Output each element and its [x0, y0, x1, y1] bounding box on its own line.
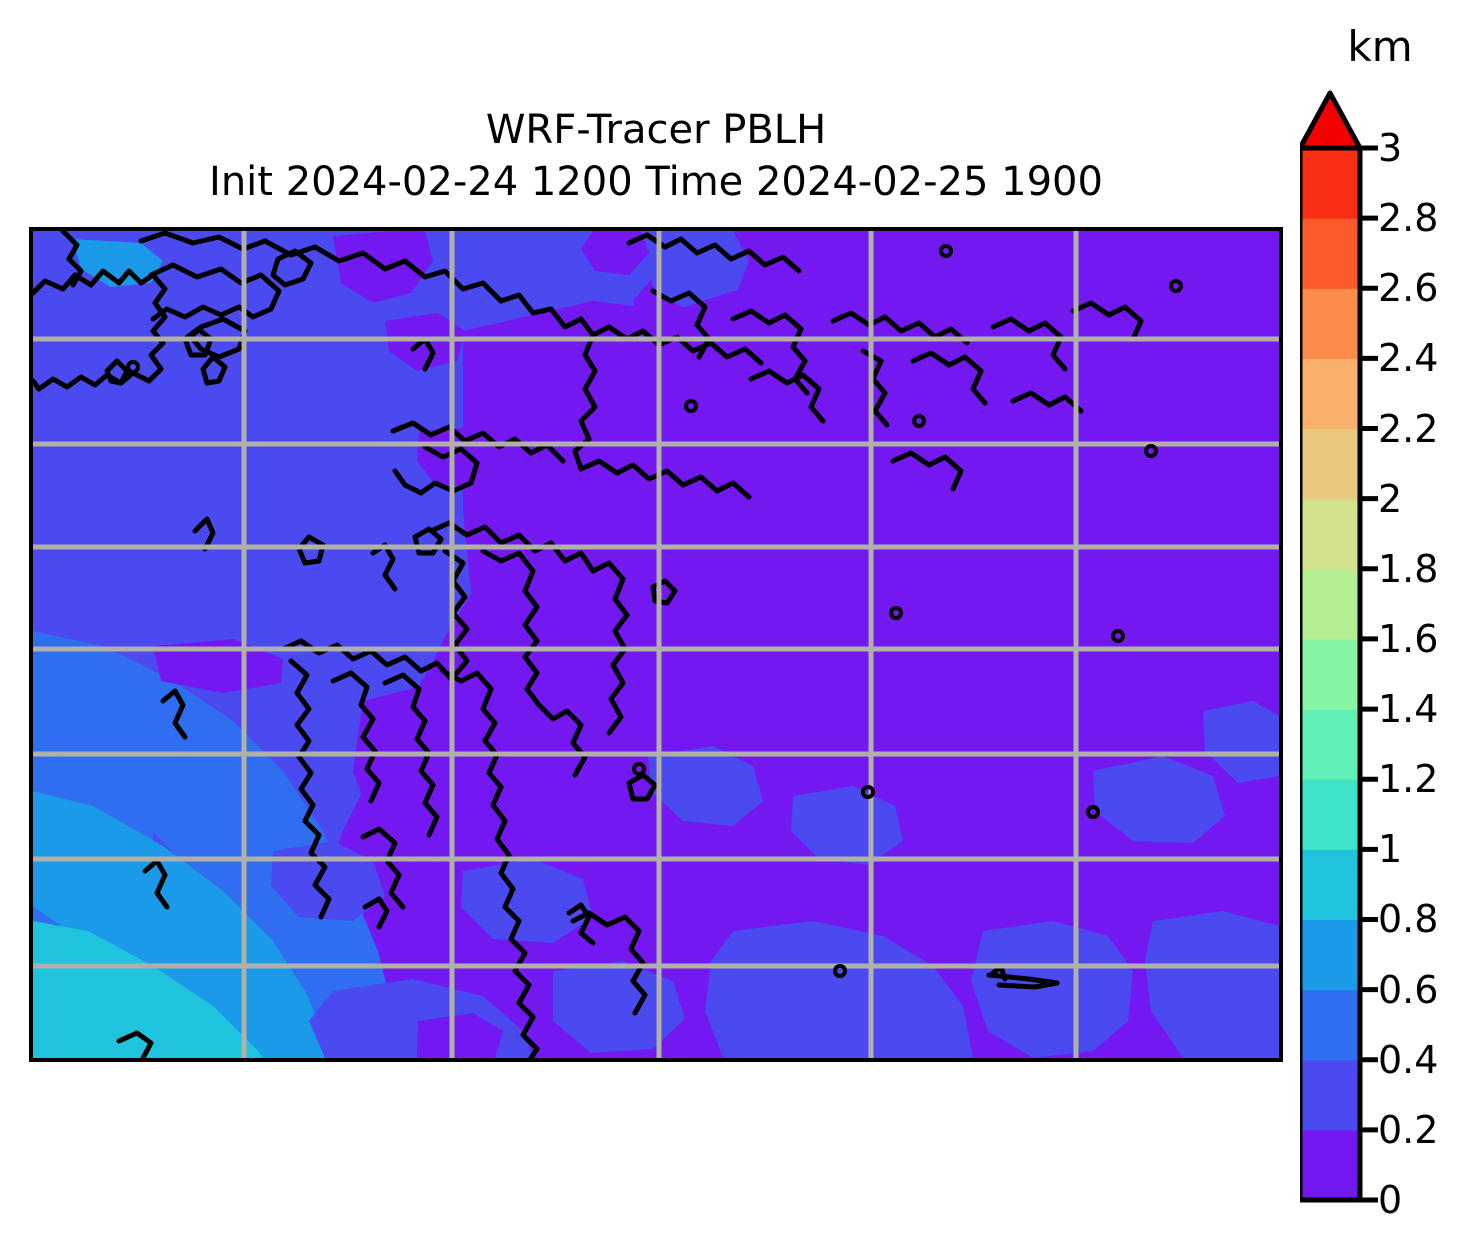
- colorbar-swatches: [1300, 90, 1378, 1203]
- colorbar-band: [1300, 849, 1360, 921]
- colorbar-band: [1300, 1059, 1360, 1131]
- colorbar-tick-label: 0.2: [1378, 1107, 1439, 1152]
- colorbar-band: [1300, 288, 1360, 359]
- colorbar-tick-label: 1.8: [1378, 546, 1439, 591]
- colorbar-tick-label: 3: [1378, 126, 1403, 170]
- colorbar-band: [1300, 919, 1360, 991]
- colorbar-tick-label: 0: [1378, 1178, 1403, 1222]
- map-plot-area[interactable]: [29, 227, 1283, 1062]
- station-marker[interactable]: [631, 761, 646, 776]
- station-marker[interactable]: [1143, 443, 1158, 458]
- colorbar-band: [1300, 568, 1360, 640]
- station-marker[interactable]: [683, 399, 698, 414]
- station-marker[interactable]: [939, 243, 954, 258]
- station-marker[interactable]: [911, 414, 926, 429]
- colorbar-band: [1300, 148, 1360, 219]
- colorbar-tick-label: 2.6: [1378, 266, 1439, 311]
- colorbar-tick-label: 2.8: [1378, 196, 1439, 241]
- colorbar-band: [1300, 428, 1360, 500]
- colorbar-band: [1300, 638, 1360, 710]
- station-marker[interactable]: [1111, 629, 1126, 644]
- station-marker[interactable]: [860, 784, 875, 799]
- figure-title-line-1: WRF-Tracer PBLH: [485, 107, 827, 153]
- colorbar-tick-label: 0.6: [1378, 967, 1439, 1012]
- colorbar-band: [1300, 989, 1360, 1061]
- colorbar-tick-label: 1: [1378, 827, 1403, 872]
- colorbar-band: [1300, 709, 1360, 780]
- station-marker[interactable]: [1086, 805, 1101, 820]
- colorbar-tick-label: 1.6: [1378, 616, 1439, 661]
- colorbar-tick-label: 1.4: [1378, 687, 1439, 732]
- colorbar-tick-label: 0.8: [1378, 897, 1439, 942]
- map-gridlines: [33, 231, 1279, 1058]
- figure-title-line-2: Init 2024-02-24 1200 Time 2024-02-25 190…: [209, 159, 1103, 205]
- colorbar[interactable]: 0 0.2 0.4 0.6 0.8 1 1.2 1.4 1.6 1.8 2 2.2 2.4 2.6 2.8 3: [1300, 90, 1470, 1219]
- station-marker[interactable]: [125, 360, 140, 375]
- colorbar-band: [1300, 779, 1360, 850]
- colorbar-tick-label: 2: [1378, 476, 1403, 521]
- colorbar-tick-label: 2.2: [1378, 406, 1439, 451]
- station-marker[interactable]: [889, 606, 904, 621]
- colorbar-band: [1300, 498, 1360, 570]
- colorbar-tick-label: 0.4: [1378, 1037, 1439, 1082]
- colorbar-band: [1300, 358, 1360, 430]
- colorbar-band: [1300, 1129, 1360, 1201]
- station-marker[interactable]: [833, 964, 848, 979]
- figure-title: WRF-Tracer PBLH Init 2024-02-24 1200 Tim…: [29, 104, 1283, 208]
- station-marker-layer: [33, 231, 1279, 1058]
- colorbar-tick-label: 2.4: [1378, 336, 1439, 381]
- colorbar-unit-label: km: [1347, 22, 1413, 71]
- colorbar-band: [1300, 218, 1360, 289]
- colorbar-tick-label: 1.2: [1378, 757, 1439, 802]
- station-marker[interactable]: [1168, 278, 1183, 293]
